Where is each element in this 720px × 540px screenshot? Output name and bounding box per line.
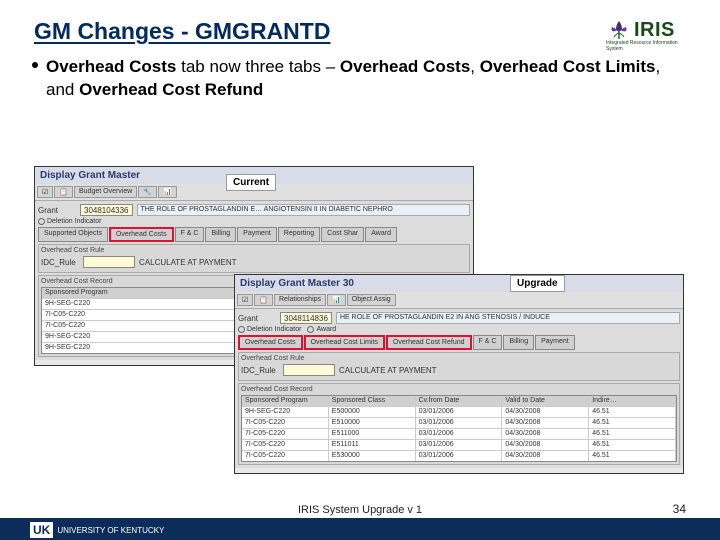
tab-row-upgrade: Overhead Costs Overhead Cost Limits Over… xyxy=(238,335,680,350)
cost-table-upgrade: Sponsored Program Sponsored Class Cv.fro… xyxy=(241,395,677,462)
toolbar-button[interactable]: 📋 xyxy=(254,294,273,306)
iris-logo-text: IRIS xyxy=(634,19,675,42)
grant-description: THE ROLE OF PROSTAGLANDIN E… ANGIOTENSIN… xyxy=(137,204,471,216)
table-header: Indire… xyxy=(589,396,676,406)
toolbar-button[interactable]: 🔧 xyxy=(138,186,157,198)
toolbar-button[interactable]: ☑ xyxy=(237,294,253,306)
section-cost-rule: Overhead Cost Rule IDC_Rule CALCULATE AT… xyxy=(38,244,470,273)
tab-overhead-costs[interactable]: Overhead Costs xyxy=(109,227,174,242)
idc-label: IDC_Rule xyxy=(241,366,279,375)
table-row: 9H-SEG-C220E50000003/01/200604/30/200846… xyxy=(242,406,676,417)
grant-input[interactable]: 3048114836 xyxy=(280,312,332,324)
tab-reporting[interactable]: Reporting xyxy=(278,227,320,242)
university-name: UNIVERSITY OF KENTUCKY xyxy=(57,526,164,535)
tab-payment[interactable]: Payment xyxy=(535,335,575,350)
radio-icon xyxy=(307,326,314,333)
radio-row: Deletion Indicator Award xyxy=(238,326,680,333)
tag-upgrade: Upgrade xyxy=(510,275,565,292)
page-number: 34 xyxy=(673,502,686,516)
section-cost-rule: Overhead Cost Rule IDC_Rule CALCULATE AT… xyxy=(238,352,680,381)
radio-award[interactable]: Award xyxy=(307,326,336,333)
tab-overhead-costs[interactable]: Overhead Costs xyxy=(238,335,303,350)
table-row: 7I-C05-C220E51101103/01/200604/30/200846… xyxy=(242,439,676,450)
grant-description: HE ROLE OF PROSTAGLANDIN E2 IN ANG STENO… xyxy=(336,312,680,324)
table-header: Cv.from Date xyxy=(416,396,503,406)
idc-value: CALCULATE AT PAYMENT xyxy=(339,366,437,375)
iris-logo-subtitle: Integrated Resource Information System xyxy=(606,40,686,52)
radio-icon xyxy=(38,218,45,225)
footer-bar: UK UNIVERSITY OF KENTUCKY xyxy=(0,518,720,540)
toolbar-upgrade: ☑ 📋 Relationships 📊 Object Assig xyxy=(235,292,683,309)
radio-deletion[interactable]: Deletion Indicator xyxy=(38,218,101,225)
table-header: Sponsored Program xyxy=(242,396,329,406)
iris-logo: IRIS Integrated Resource Information Sys… xyxy=(606,12,686,48)
radio-row: Deletion Indicator xyxy=(38,218,470,225)
tag-current: Current xyxy=(226,174,276,191)
field-row: Grant 3048114836 HE ROLE OF PROSTAGLANDI… xyxy=(238,312,680,324)
tab-supported-objects[interactable]: Supported Objects xyxy=(38,227,108,242)
grant-label: Grant xyxy=(238,314,276,323)
table-row: 7I-C05-C220E53000003/01/200604/30/200846… xyxy=(242,450,676,461)
toolbar-button[interactable]: Relationships xyxy=(274,294,326,306)
toolbar-button[interactable]: 📊 xyxy=(158,186,177,198)
section-title: Overhead Cost Record xyxy=(241,386,677,393)
toolbar-button[interactable]: Object Assig xyxy=(347,294,396,306)
table-header: Sponsored Class xyxy=(329,396,416,406)
bullet-dot-icon xyxy=(32,62,38,68)
tab-overhead-cost-refund[interactable]: Overhead Cost Refund xyxy=(386,335,472,350)
tab-costshare[interactable]: Cost Shar xyxy=(321,227,364,242)
tab-payment[interactable]: Payment xyxy=(237,227,277,242)
section-cost-record: Overhead Cost Record Sponsored Program S… xyxy=(238,383,680,465)
idc-label: IDC_Rule xyxy=(41,258,79,267)
tab-billing[interactable]: Billing xyxy=(205,227,236,242)
bullet-text: Overhead Costs tab now three tabs – Over… xyxy=(46,56,680,102)
section-title: Overhead Cost Rule xyxy=(41,247,467,254)
table-row: 7I-C05-C220E51000003/01/200604/30/200846… xyxy=(242,417,676,428)
grant-label: Grant xyxy=(38,206,76,215)
slide-title: GM Changes - GMGRANTD xyxy=(34,18,330,45)
field-row: Grant 3048104336 THE ROLE OF PROSTAGLAND… xyxy=(38,204,470,216)
uk-logo-icon: UK xyxy=(30,522,53,538)
window-title-upgrade: Display Grant Master 30 xyxy=(235,275,359,292)
tab-fc[interactable]: F & C xyxy=(175,227,205,242)
radio-deletion[interactable]: Deletion Indicator xyxy=(238,326,301,333)
window-body-upgrade: Grant 3048114836 HE ROLE OF PROSTAGLANDI… xyxy=(235,309,683,468)
tab-overhead-cost-limits[interactable]: Overhead Cost Limits xyxy=(304,335,385,350)
screenshot-area: Display Grant Master ☑ 📋 Budget Overview… xyxy=(34,166,686,496)
table-header-row: Sponsored Program Sponsored Class Cv.fro… xyxy=(242,396,676,406)
footer-logo: UK UNIVERSITY OF KENTUCKY xyxy=(30,522,164,538)
sap-window-upgrade: Display Grant Master 30 ☑ 📋 Relationship… xyxy=(234,274,684,474)
tab-billing[interactable]: Billing xyxy=(503,335,534,350)
table-header: Valid to Date xyxy=(502,396,589,406)
tab-fc[interactable]: F & C xyxy=(473,335,503,350)
table-header: Sponsored Program xyxy=(42,288,254,298)
toolbar-button[interactable]: ☑ xyxy=(37,186,53,198)
toolbar-button[interactable]: 📋 xyxy=(54,186,73,198)
idc-code-input[interactable] xyxy=(283,364,335,376)
tab-row-current: Supported Objects Overhead Costs F & C B… xyxy=(38,227,470,242)
section-title: Overhead Cost Rule xyxy=(241,355,677,362)
toolbar-button[interactable]: Budget Overview xyxy=(74,186,137,198)
idc-code-input[interactable] xyxy=(83,256,135,268)
toolbar-button[interactable]: 📊 xyxy=(327,294,346,306)
footer-text: IRIS System Upgrade v 1 xyxy=(298,504,422,516)
idc-value: CALCULATE AT PAYMENT xyxy=(139,258,237,267)
grant-input[interactable]: 3048104336 xyxy=(80,204,133,216)
table-row: 7I-C05-C220E51100003/01/200604/30/200846… xyxy=(242,428,676,439)
radio-icon xyxy=(238,326,245,333)
tab-award[interactable]: Award xyxy=(365,227,397,242)
